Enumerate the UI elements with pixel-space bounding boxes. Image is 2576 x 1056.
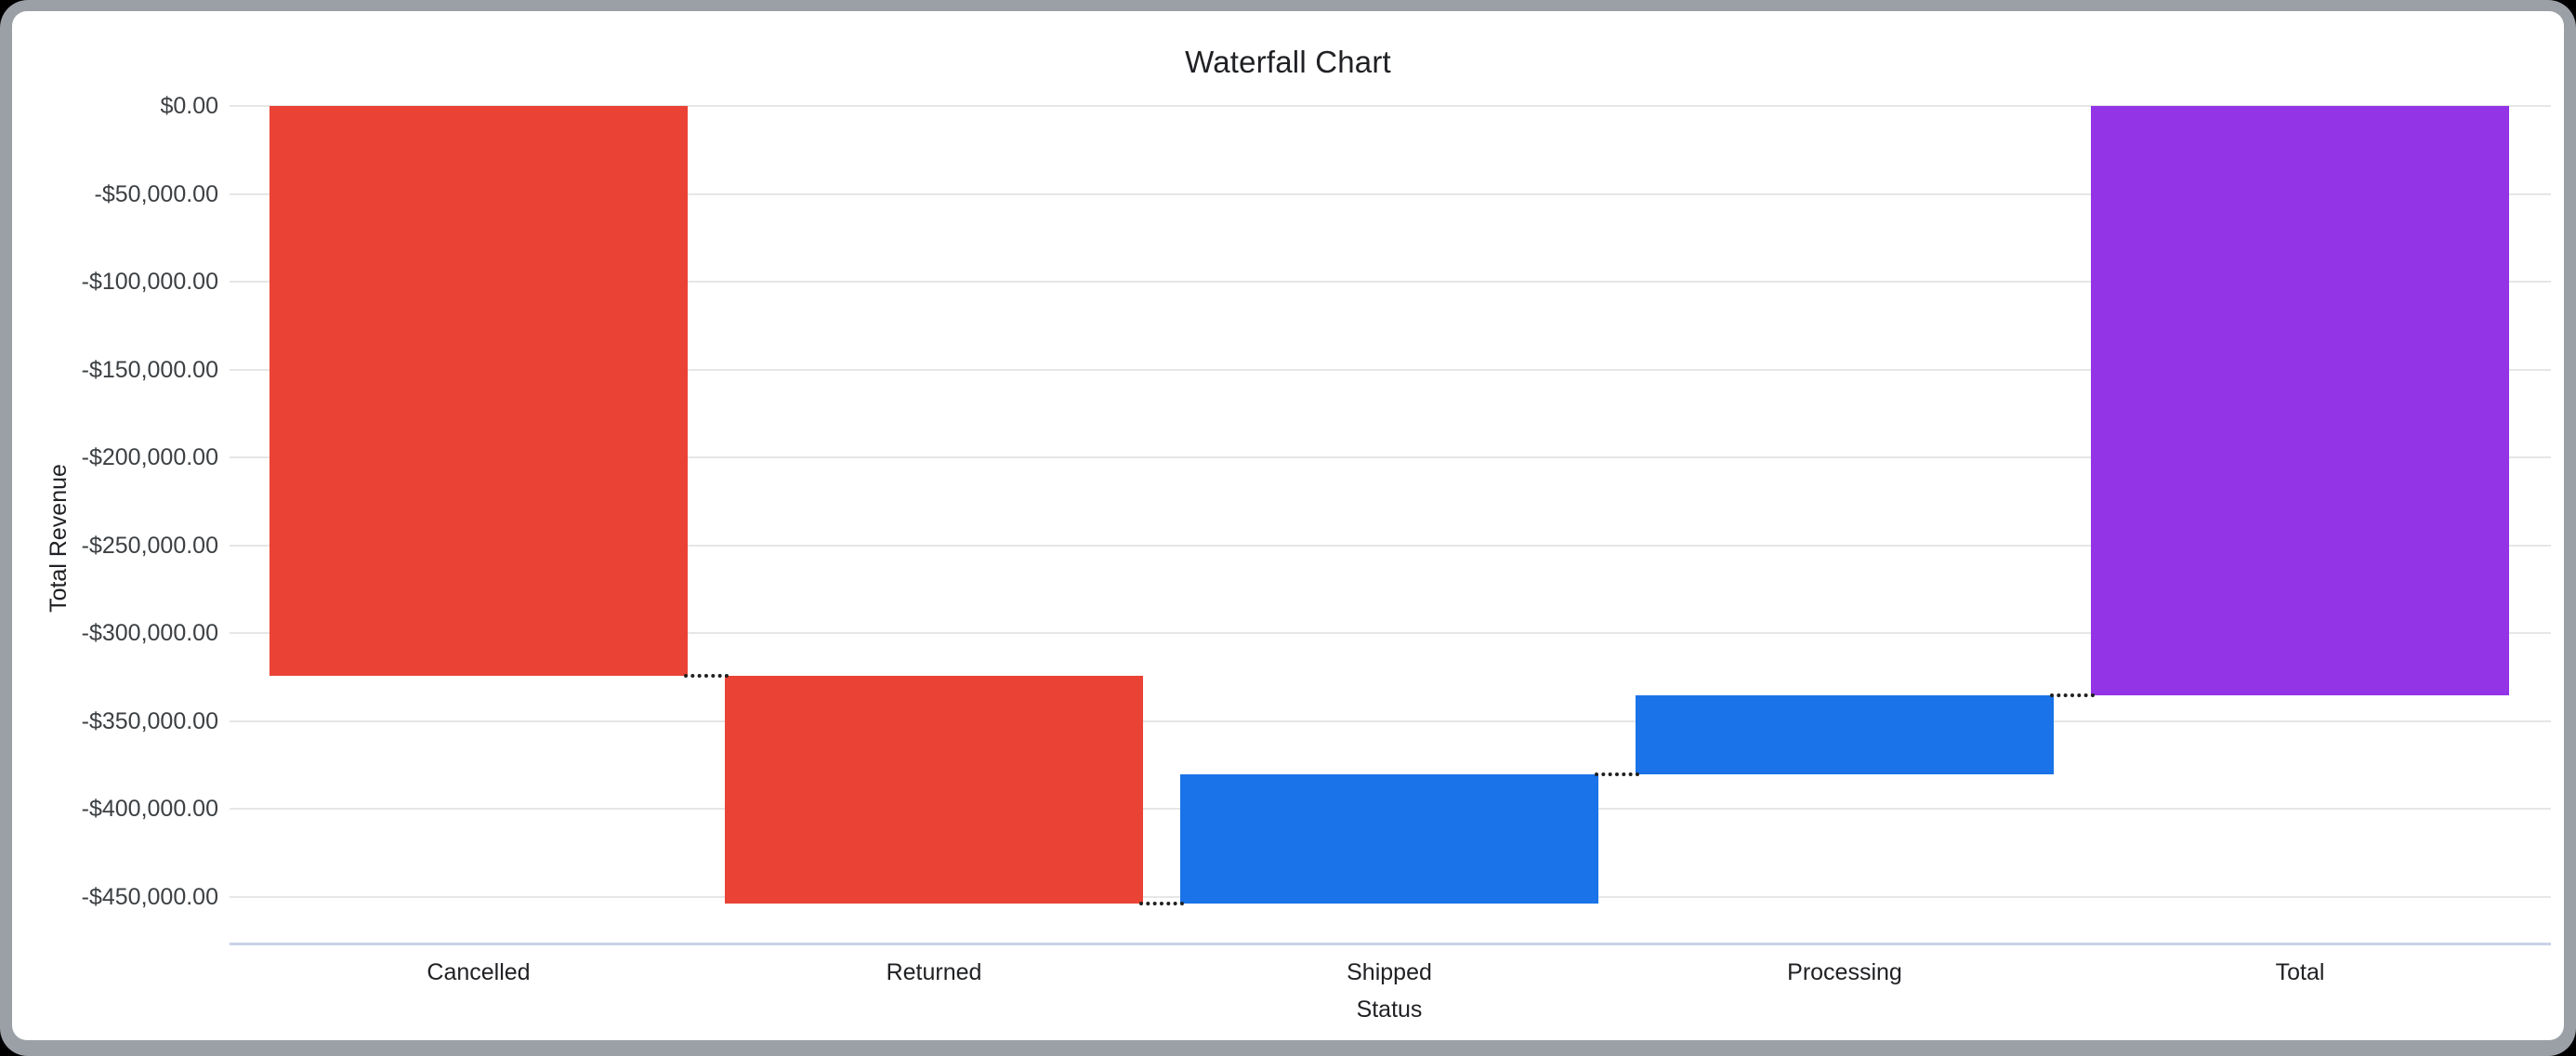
waterfall-bar-processing[interactable] <box>1636 694 2054 774</box>
gridline <box>230 456 2551 459</box>
x-axis-title: Status <box>1356 997 1423 1023</box>
y-tick-label: -$200,000.00 <box>81 444 218 471</box>
gridline <box>230 368 2551 371</box>
chart-card: Waterfall Chart Total Revenue $0.00 -$50,… <box>12 11 2564 1040</box>
gridline <box>230 192 2551 195</box>
waterfall-connector <box>684 673 729 678</box>
waterfall-connector <box>2050 693 2095 697</box>
x-category-label: Processing <box>1787 959 1902 985</box>
x-category-label: Shipped <box>1347 959 1432 985</box>
plot-area: $0.00 -$50,000.00 -$100,000.00 -$150,000.00… <box>12 11 2564 1040</box>
x-category-label: Returned <box>886 959 982 985</box>
gridline <box>230 105 2551 107</box>
y-tick-label: -$300,000.00 <box>81 620 218 647</box>
waterfall-bar-cancelled[interactable] <box>269 106 688 676</box>
waterfall-bar-returned[interactable] <box>725 675 1143 904</box>
y-tick-label: -$250,000.00 <box>81 532 218 559</box>
y-tick-label: -$150,000.00 <box>81 356 218 383</box>
waterfall-bar-total[interactable] <box>2091 106 2509 695</box>
x-category-label: Cancelled <box>427 959 531 985</box>
y-tick-label: -$350,000.00 <box>81 707 218 734</box>
gridline <box>230 632 2551 635</box>
y-tick-label: -$450,000.00 <box>81 884 218 910</box>
gridline <box>230 281 2551 284</box>
gridline <box>230 544 2551 547</box>
y-tick-label: -$50,000.00 <box>94 180 218 207</box>
y-tick-label: $0.00 <box>160 93 218 119</box>
waterfall-bar-shipped[interactable] <box>1180 773 1598 904</box>
x-category-label: Total <box>2275 959 2325 985</box>
waterfall-connector <box>1595 772 1639 776</box>
gridline <box>230 719 2551 722</box>
y-tick-label: -$100,000.00 <box>81 269 218 296</box>
waterfall-connector <box>1139 901 1184 905</box>
y-tick-label: -$400,000.00 <box>81 796 218 823</box>
chart-title: Waterfall Chart <box>1185 45 1391 79</box>
x-axis-line <box>230 943 2551 945</box>
